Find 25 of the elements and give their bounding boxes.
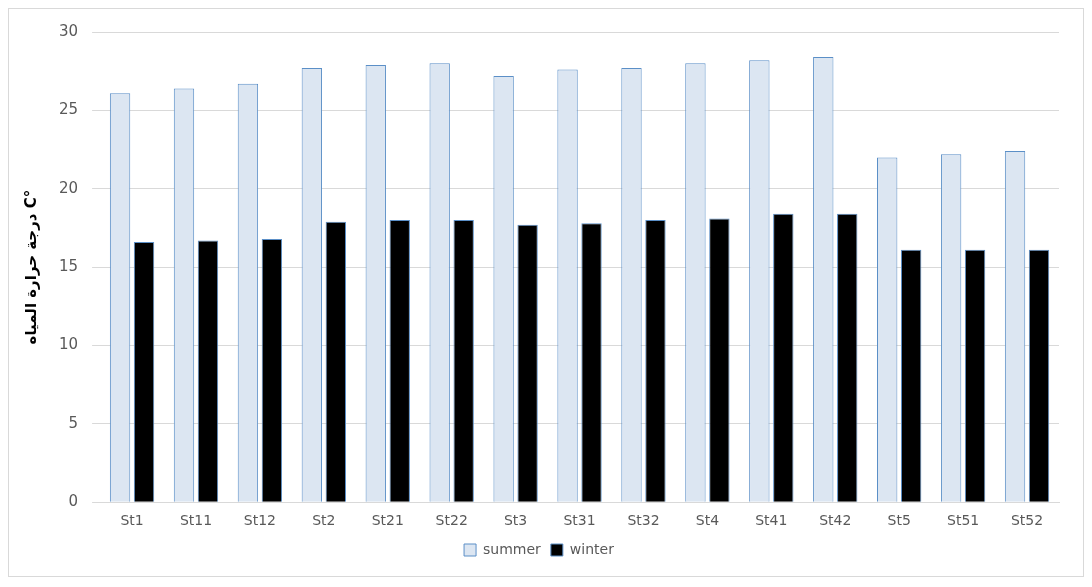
legend-label: winter	[569, 540, 615, 557]
x-tick-label: St3	[503, 512, 528, 529]
y-axis-title: درجة حرارة المياه C°	[21, 189, 40, 345]
x-tick-label: St4	[695, 512, 720, 529]
x-tick-label: St12	[243, 512, 277, 529]
y-tick-label: 15	[58, 256, 79, 275]
y-tick-label: 20	[58, 178, 79, 197]
x-tick-label: St21	[371, 512, 404, 529]
x-tick-label: St42	[819, 512, 852, 529]
x-tick-label: St51	[947, 512, 980, 529]
x-tick-label: St1	[120, 512, 144, 529]
y-tick-label: 25	[58, 100, 79, 119]
y-tick-label: 5	[68, 413, 79, 432]
legend-label: summer	[483, 540, 542, 557]
x-tick-label: St11	[179, 512, 213, 529]
x-tick-label: St52	[1010, 512, 1044, 529]
x-tick-label: St5	[887, 512, 911, 529]
x-tick-label: St2	[312, 512, 336, 529]
x-tick-label: St31	[563, 512, 596, 529]
y-tick-label: 10	[58, 335, 79, 354]
x-tick-label: St22	[435, 512, 468, 529]
y-tick-label: 30	[58, 21, 79, 40]
x-tick-label: St41	[755, 512, 788, 529]
y-tick-label: 0	[68, 492, 79, 511]
x-tick-label: St32	[627, 512, 660, 529]
